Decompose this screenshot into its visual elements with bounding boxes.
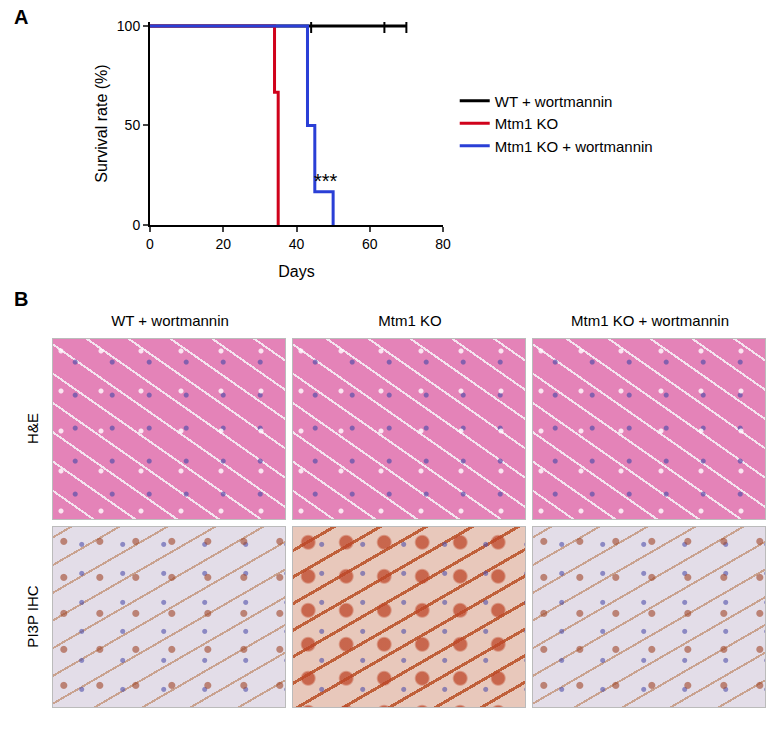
svg-text:Mtm1 KO + wortmannin: Mtm1 KO + wortmannin (495, 138, 653, 155)
svg-text:60: 60 (362, 236, 378, 252)
svg-text:0: 0 (146, 236, 154, 252)
html-text:PI3P IHC: PI3P IHC (23, 585, 41, 648)
html-text:WT + wortmannin: WT + wortmannin (111, 312, 229, 329)
html-text:H&E: H&E (23, 413, 41, 444)
svg-text:20: 20 (215, 236, 231, 252)
html-text:Mtm1 KO + wortmannin: Mtm1 KO + wortmannin (571, 312, 729, 329)
html-text:A: A (14, 6, 29, 28)
svg-text:100: 100 (117, 18, 141, 34)
svg-text:80: 80 (435, 236, 451, 252)
svg-text:Mtm1 KO: Mtm1 KO (495, 115, 558, 132)
html-text:B: B (14, 288, 29, 310)
svg-text:0: 0 (132, 217, 140, 233)
svg-text:Survival rate (%): Survival rate (%) (93, 64, 110, 182)
html-text:Mtm1 KO: Mtm1 KO (378, 312, 442, 329)
svg-text:40: 40 (289, 236, 305, 252)
svg-text:50: 50 (125, 117, 141, 133)
svg-text:Days: Days (278, 263, 314, 280)
svg-text:***: *** (314, 170, 338, 192)
svg-text:WT + wortmannin: WT + wortmannin (495, 93, 613, 110)
